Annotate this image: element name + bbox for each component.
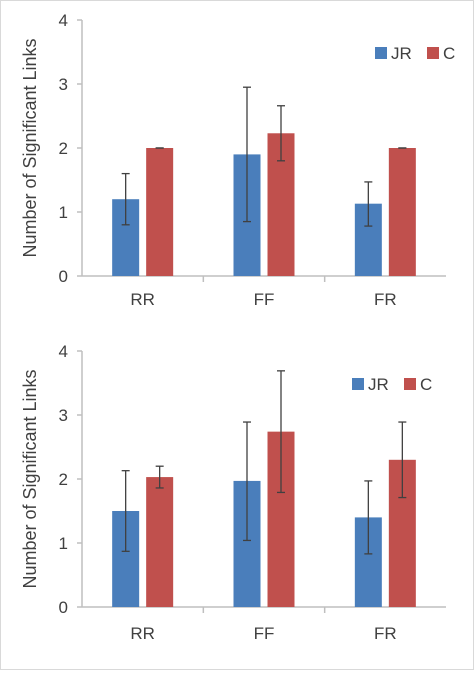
y-tick-label: 1 [59,203,68,222]
y-tick-label: 4 [59,342,68,361]
bar-c [146,477,174,607]
x-category-label: FR [374,290,397,309]
legend-label-jr: JR [368,375,389,394]
y-tick-label: 0 [59,267,68,286]
x-category-label: FF [254,290,275,309]
legend-label-c: C [443,44,455,63]
bar-c [388,148,416,276]
bar-c [146,148,174,276]
y-axis-label: Number of Significant Links [20,38,40,257]
legend-swatch-c [427,47,439,59]
x-category-label: FF [254,624,275,643]
legend-swatch-jr [352,378,364,390]
x-category-label: RR [130,624,155,643]
legend-swatch-jr [375,47,387,59]
x-category-label: FR [374,624,397,643]
y-tick-label: 3 [59,406,68,425]
legend-label-c: C [420,375,432,394]
y-tick-label: 2 [59,139,68,158]
y-tick-label: 4 [59,11,68,30]
legend-label-jr: JR [391,44,412,63]
y-tick-label: 0 [59,598,68,617]
x-category-label: RR [130,290,155,309]
y-tick-label: 3 [59,75,68,94]
legend-swatch-c [404,378,416,390]
y-tick-label: 1 [59,534,68,553]
y-axis-label: Number of Significant Links [20,369,40,588]
y-tick-label: 2 [59,470,68,489]
